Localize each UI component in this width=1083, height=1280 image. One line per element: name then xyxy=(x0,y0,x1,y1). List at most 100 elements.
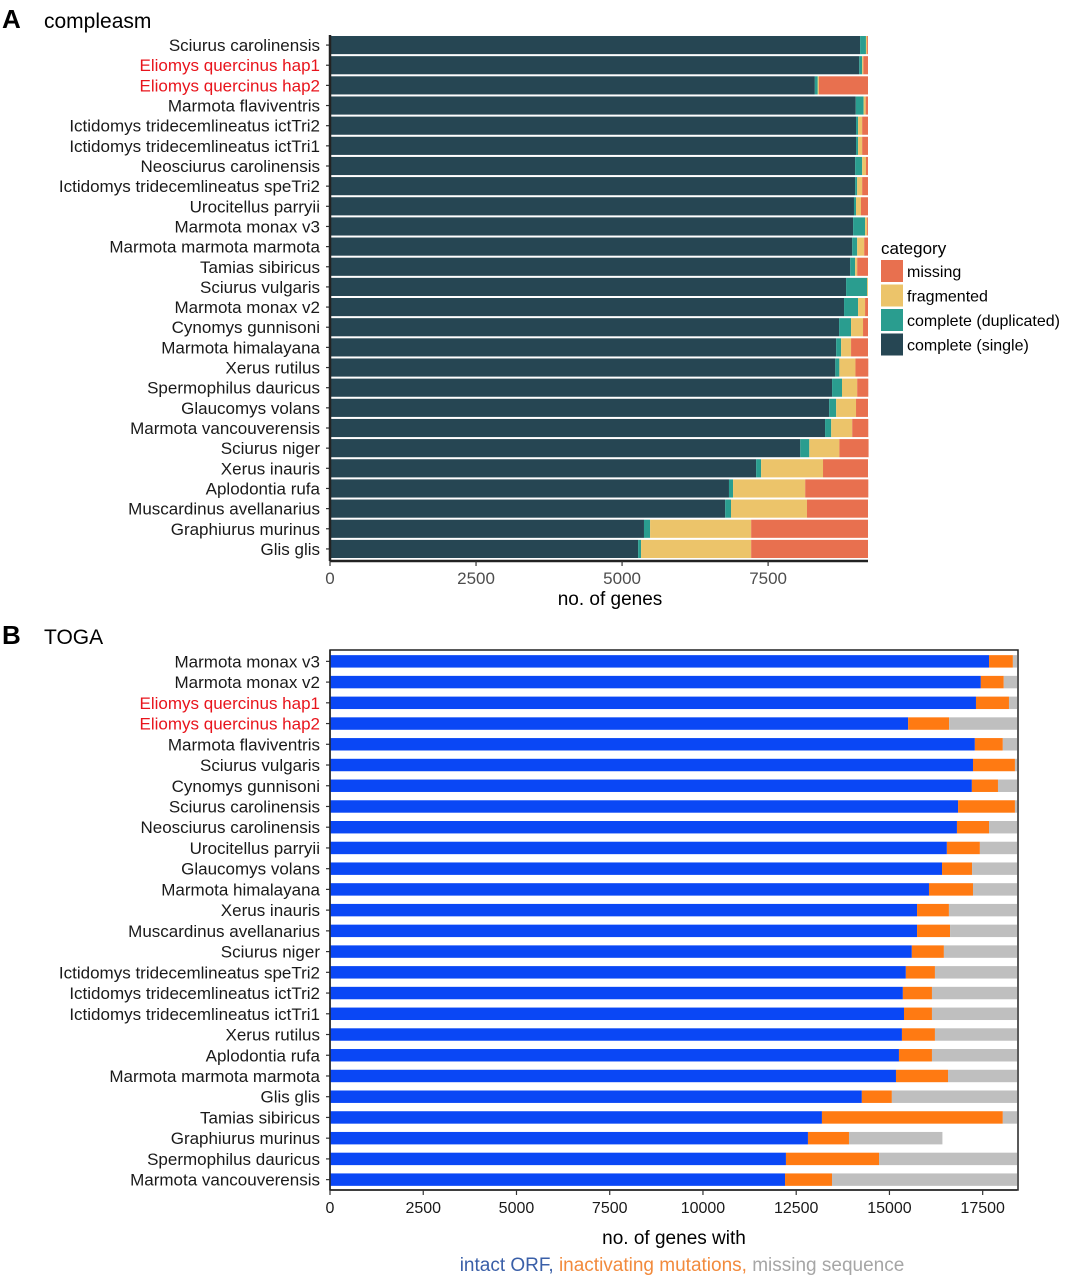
y-label-marmota-monax-v2: Marmota monax v2 xyxy=(175,298,321,317)
x-tick-label-12500: 12500 xyxy=(774,1200,819,1217)
bar-complete-single-eliomys-quercinus-hap1 xyxy=(330,56,860,75)
panel-b-title: TOGA xyxy=(44,626,103,649)
bar-complete-single-ictidomys-tridecemlineatus-icttri2 xyxy=(330,116,857,135)
bar-complete-single-xerus-rutilus xyxy=(330,358,836,377)
y-label-graphiurus-murinus: Graphiurus murinus xyxy=(171,1129,320,1148)
bar-intact-orf-marmota-monax-v3 xyxy=(330,655,990,668)
y-label-marmota-himalayana: Marmota himalayana xyxy=(161,880,320,899)
y-label-xerus-rutilus: Xerus rutilus xyxy=(226,1026,320,1045)
bar-inactivating-mutations-muscardinus-avellanarius xyxy=(917,924,951,938)
bar-fragmented-sciurus-vulgaris xyxy=(867,277,868,296)
bar-fragmented-urocitellus-parryii xyxy=(856,197,861,216)
bar-complete-duplicated-graphiurus-murinus xyxy=(643,519,651,538)
bar-complete-duplicated-sciurus-niger xyxy=(800,439,810,458)
bar-missing-sequence-eliomys-quercinus-hap2 xyxy=(949,717,1017,730)
x-tick-label-7500: 7500 xyxy=(592,1200,628,1217)
bar-missing-marmota-flaviventris xyxy=(865,96,868,115)
y-label-marmota-vancouverensis: Marmota vancouverensis xyxy=(130,1171,320,1190)
bar-intact-orf-glaucomys-volans xyxy=(330,862,943,875)
bar-fragmented-ictidomys-tridecemlineatus-icttri2 xyxy=(858,116,863,135)
legend-label-fragmented: fragmented xyxy=(907,289,988,306)
legend-label-complete-duplicated: complete (duplicated) xyxy=(907,313,1060,330)
bar-complete-single-marmota-marmota-marmota xyxy=(330,237,853,256)
y-label-eliomys-quercinus-hap1: Eliomys quercinus hap1 xyxy=(140,694,320,713)
bar-intact-orf-eliomys-quercinus-hap2 xyxy=(330,717,909,730)
bar-inactivating-mutations-marmota-monax-v3 xyxy=(989,655,1013,668)
bar-missing-aplodontia-rufa xyxy=(805,479,869,498)
y-label-marmota-flaviventris: Marmota flaviventris xyxy=(168,735,320,754)
bar-complete-duplicated-xerus-inauris xyxy=(756,459,762,478)
bar-missing-cynomys-gunnisoni xyxy=(863,318,868,337)
bar-complete-duplicated-ictidomys-tridecemlineatus-spetri2 xyxy=(855,177,858,196)
bar-inactivating-mutations-urocitellus-parryii xyxy=(946,841,980,855)
bar-complete-single-marmota-himalayana xyxy=(330,338,837,357)
bar-missing-glis-glis xyxy=(751,539,868,558)
bar-missing-sequence-spermophilus-dauricus xyxy=(879,1152,1017,1166)
y-label-marmota-himalayana: Marmota himalayana xyxy=(161,338,320,357)
legend-swatch-missing xyxy=(881,260,903,282)
bar-complete-single-cynomys-gunnisoni xyxy=(330,318,840,337)
bar-complete-duplicated-ictidomys-tridecemlineatus-icttri1 xyxy=(856,136,859,155)
bar-missing-sequence-glis-glis xyxy=(891,1090,1017,1103)
bar-missing-graphiurus-murinus xyxy=(751,519,868,538)
bar-missing-sequence-urocitellus-parryii xyxy=(979,841,1017,855)
bar-intact-orf-marmota-monax-v2 xyxy=(330,675,981,689)
bar-intact-orf-cynomys-gunnisoni xyxy=(330,779,972,792)
bar-missing-ictidomys-tridecemlineatus-icttri2 xyxy=(862,116,868,135)
x-tick-label-10000: 10000 xyxy=(681,1200,726,1217)
bar-intact-orf-ictidomys-tridecemlineatus-icttri1 xyxy=(330,1007,904,1021)
bar-complete-duplicated-marmota-flaviventris xyxy=(855,96,864,115)
panel-a-x-axis: 0 2500 5000 7500 xyxy=(325,35,868,588)
y-label-aplodontia-rufa: Aplodontia rufa xyxy=(206,1046,321,1065)
panel-b-x-axis: 0 2500 5000 7500 10000 12500 15000 17500 xyxy=(326,650,1017,1217)
bar-missing-sequence-neosciurus-carolinensis xyxy=(989,820,1017,834)
y-label-tamias-sibiricus: Tamias sibiricus xyxy=(200,1108,320,1127)
bar-missing-sequence-marmota-marmota-marmota xyxy=(948,1069,1017,1083)
bar-missing-sequence-muscardinus-avellanarius xyxy=(950,924,1017,938)
bar-fragmented-glaucomys-volans xyxy=(836,398,857,417)
bar-complete-single-aplodontia-rufa xyxy=(330,479,729,498)
y-label-marmota-monax-v2: Marmota monax v2 xyxy=(175,673,321,692)
bar-missing-marmota-marmota-marmota xyxy=(864,237,868,256)
bar-complete-single-sciurus-carolinensis xyxy=(330,36,861,55)
bar-fragmented-marmota-vancouverensis xyxy=(831,418,853,438)
bar-fragmented-ictidomys-tridecemlineatus-spetri2 xyxy=(857,177,863,196)
x-tick-label-7500: 7500 xyxy=(749,569,787,588)
x-tick-label-5000: 5000 xyxy=(603,569,641,588)
bar-fragmented-aplodontia-rufa xyxy=(733,479,806,498)
legend-title: category xyxy=(881,239,947,258)
bar-complete-single-sciurus-vulgaris xyxy=(330,277,847,296)
bar-complete-single-marmota-vancouverensis xyxy=(330,418,826,438)
bar-intact-orf-sciurus-carolinensis xyxy=(330,800,959,813)
bar-missing-sequence-sciurus-carolinensis xyxy=(1014,800,1017,813)
bar-inactivating-mutations-spermophilus-dauricus xyxy=(785,1152,880,1166)
y-label-xerus-inauris: Xerus inauris xyxy=(221,459,320,478)
bar-missing-sequence-ictidomys-tridecemlineatus-icttri1 xyxy=(931,1007,1017,1021)
bar-missing-sequence-glaucomys-volans xyxy=(972,862,1017,875)
bar-fragmented-marmota-monax-v2 xyxy=(858,298,866,317)
x-tick-label-0: 0 xyxy=(325,569,334,588)
bar-fragmented-sciurus-carolinensis xyxy=(865,36,868,55)
bar-missing-muscardinus-avellanarius xyxy=(806,499,868,518)
bar-intact-orf-sciurus-vulgaris xyxy=(330,758,973,772)
y-label-ictidomys-tridecemlineatus-icttri2: Ictidomys tridecemlineatus ictTri2 xyxy=(69,117,320,136)
bar-complete-single-glis-glis xyxy=(330,539,639,558)
y-label-marmota-marmota-marmota: Marmota marmota marmota xyxy=(109,238,320,257)
panel-a-title: compleasm xyxy=(44,10,151,33)
panel-a-legend: category missing fragmented complete (dupl… xyxy=(881,239,1060,356)
bar-intact-orf-urocitellus-parryii xyxy=(330,841,947,855)
bar-inactivating-mutations-sciurus-niger xyxy=(911,945,944,958)
bar-missing-xerus-rutilus xyxy=(855,358,869,377)
y-label-aplodontia-rufa: Aplodontia rufa xyxy=(206,479,321,498)
bar-intact-orf-muscardinus-avellanarius xyxy=(330,924,918,938)
y-label-ictidomys-tridecemlineatus-icttri2: Ictidomys tridecemlineatus ictTri2 xyxy=(69,984,320,1003)
bar-fragmented-marmota-flaviventris xyxy=(863,96,866,115)
bar-missing-urocitellus-parryii xyxy=(860,197,868,216)
bar-inactivating-mutations-eliomys-quercinus-hap2 xyxy=(908,717,950,730)
bar-missing-sequence-marmota-flaviventris xyxy=(1002,738,1017,751)
bar-complete-duplicated-marmota-vancouverensis xyxy=(825,418,832,438)
bar-inactivating-mutations-marmota-flaviventris xyxy=(974,738,1003,751)
panel-b-plot-frame xyxy=(329,649,1019,1191)
bar-inactivating-mutations-ictidomys-tridecemlineatus-icttri1 xyxy=(903,1007,932,1021)
bar-complete-single-eliomys-quercinus-hap2 xyxy=(330,76,815,95)
